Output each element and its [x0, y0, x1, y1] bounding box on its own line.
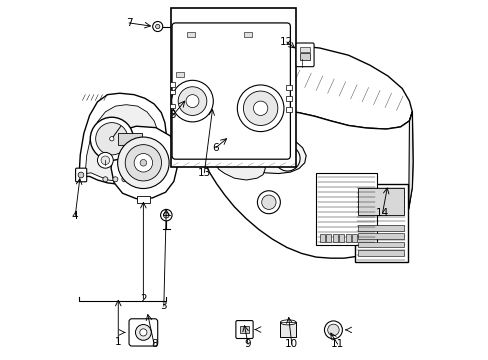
Bar [285, 107, 292, 112]
Bar [357, 225, 404, 231]
FancyBboxPatch shape [296, 43, 313, 67]
Bar [357, 188, 404, 215]
Circle shape [134, 154, 152, 172]
FancyBboxPatch shape [129, 319, 158, 346]
Bar [325, 234, 330, 242]
Circle shape [140, 329, 147, 336]
Text: 2: 2 [140, 294, 146, 304]
Circle shape [265, 148, 272, 155]
Text: 14: 14 [375, 208, 388, 218]
Bar [300, 47, 309, 51]
Text: 1: 1 [115, 337, 122, 347]
Polygon shape [79, 93, 166, 184]
Circle shape [324, 321, 342, 339]
FancyBboxPatch shape [172, 23, 290, 159]
Circle shape [243, 91, 277, 126]
Bar [316, 173, 376, 244]
Bar [357, 250, 404, 256]
FancyBboxPatch shape [76, 168, 86, 182]
Circle shape [102, 177, 108, 182]
Circle shape [327, 324, 339, 336]
Circle shape [155, 24, 160, 29]
Bar [244, 32, 252, 37]
Circle shape [160, 210, 172, 221]
Bar [118, 134, 142, 145]
Circle shape [279, 150, 295, 167]
Text: 9: 9 [244, 339, 251, 349]
Bar [137, 196, 149, 203]
Bar [280, 322, 296, 337]
Polygon shape [85, 105, 160, 181]
Ellipse shape [280, 320, 296, 325]
Circle shape [163, 212, 169, 218]
Bar [332, 234, 337, 242]
Circle shape [125, 145, 161, 181]
Circle shape [118, 137, 169, 189]
Circle shape [97, 152, 113, 168]
Text: 8: 8 [150, 339, 157, 349]
Circle shape [260, 143, 278, 160]
Circle shape [135, 324, 151, 340]
FancyBboxPatch shape [235, 320, 253, 338]
Circle shape [274, 146, 300, 171]
FancyBboxPatch shape [203, 104, 227, 115]
Text: 6: 6 [212, 143, 219, 153]
Circle shape [96, 123, 128, 155]
Circle shape [109, 136, 114, 141]
Text: 7: 7 [125, 18, 132, 28]
Bar [240, 325, 248, 333]
Bar [169, 90, 175, 94]
Text: 12: 12 [280, 37, 293, 47]
Bar [285, 96, 292, 101]
Polygon shape [203, 111, 412, 258]
Bar [285, 85, 292, 90]
Text: 11: 11 [330, 339, 344, 349]
Circle shape [261, 195, 276, 210]
Text: 10: 10 [285, 339, 298, 349]
Circle shape [237, 85, 284, 132]
Text: 5: 5 [169, 111, 176, 121]
Bar [354, 184, 407, 262]
Circle shape [257, 191, 280, 214]
Circle shape [185, 95, 199, 108]
Bar [187, 32, 195, 37]
Bar [169, 104, 175, 108]
Polygon shape [198, 44, 411, 148]
Bar [169, 82, 175, 87]
Circle shape [253, 101, 267, 116]
Circle shape [122, 177, 126, 182]
Polygon shape [111, 126, 177, 199]
Text: 4: 4 [72, 211, 79, 221]
Circle shape [140, 159, 146, 166]
Bar [351, 234, 356, 242]
Circle shape [255, 138, 283, 165]
Polygon shape [408, 112, 412, 209]
Circle shape [178, 87, 206, 116]
Bar [171, 8, 296, 167]
Polygon shape [216, 154, 265, 180]
Polygon shape [225, 131, 305, 174]
Text: 3: 3 [160, 301, 167, 311]
Circle shape [284, 156, 290, 162]
Circle shape [78, 172, 83, 178]
Circle shape [171, 80, 213, 122]
Bar [319, 234, 324, 242]
Circle shape [101, 156, 109, 165]
Circle shape [113, 177, 118, 182]
Bar [339, 234, 344, 242]
Bar [300, 53, 309, 59]
Bar [345, 234, 350, 242]
Circle shape [90, 117, 133, 160]
Bar [175, 72, 183, 77]
Bar [357, 233, 404, 239]
Circle shape [152, 22, 163, 32]
Text: 13: 13 [197, 168, 210, 178]
Bar [357, 242, 404, 247]
